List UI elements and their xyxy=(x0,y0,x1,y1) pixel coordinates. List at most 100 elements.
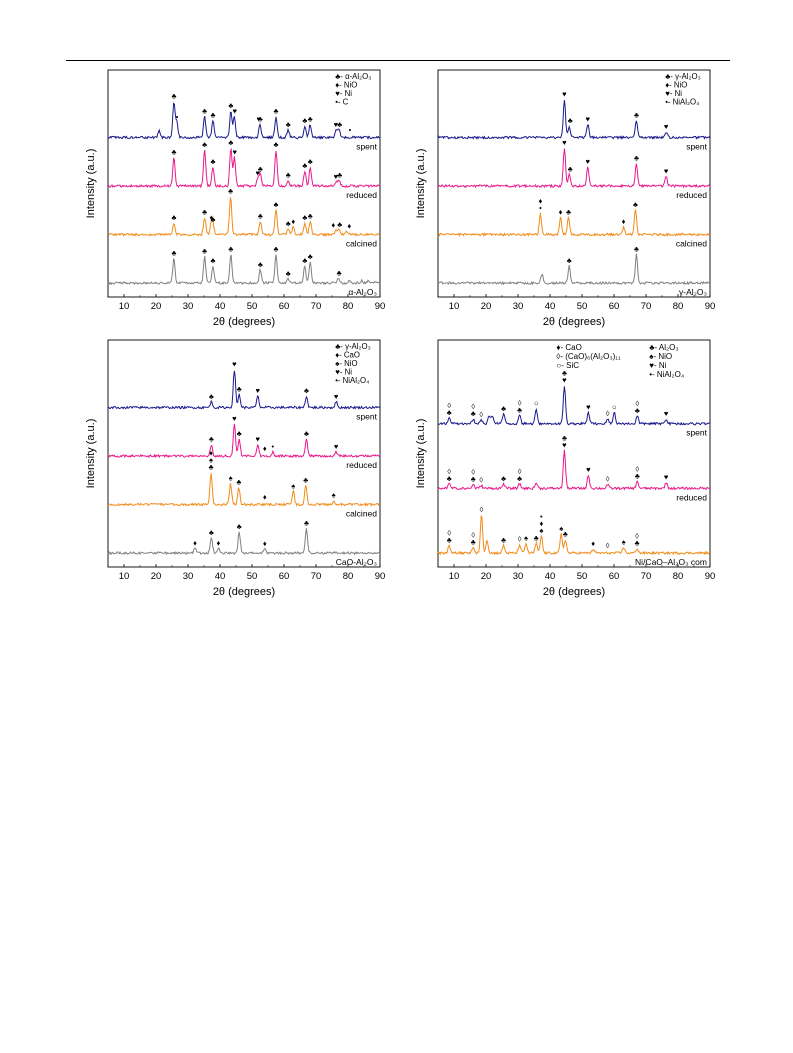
x-tick-label: 50 xyxy=(247,301,258,312)
alumina-marker: ♣ xyxy=(286,120,291,129)
legend-entry-nio: ♦- NiO xyxy=(665,81,687,90)
alumina-marker: ♣ xyxy=(228,245,233,254)
series-label-reduced: reduced xyxy=(346,460,377,470)
ni-marker: ♥ xyxy=(232,414,237,423)
nio-marker: ♠ xyxy=(539,526,543,535)
legend-entry-text: ♦- CaO xyxy=(335,351,360,360)
alumina-marker: ♣ xyxy=(562,433,567,442)
alumina-marker: ♣ xyxy=(209,462,214,471)
ni-marker: ♥ xyxy=(232,107,237,116)
x-axis-label: 2θ (degrees) xyxy=(543,316,605,328)
nio-marker: ♠ xyxy=(291,481,295,490)
alumina-marker: ♣ xyxy=(258,114,263,123)
ni-marker: ♥ xyxy=(562,440,567,449)
legend-entry-cao: ♦- CaO xyxy=(556,343,581,352)
nio-marker: ♠ xyxy=(332,491,336,500)
series-label-spent: spent xyxy=(686,428,707,438)
alumina-marker: ♣ xyxy=(635,406,640,415)
alumina-marker: ♣ xyxy=(258,260,263,269)
legend-entry-text: ♦- NiO xyxy=(665,81,687,90)
alumina-marker: ♣ xyxy=(337,120,342,129)
series-line-reduced xyxy=(107,147,381,189)
legend-entry-nial-o: •- NiAl₂O₄ xyxy=(335,376,369,385)
alumina-marker: ♣ xyxy=(236,477,241,486)
x-tick-label: 70 xyxy=(641,301,652,312)
alumina-marker: ♣ xyxy=(286,269,291,278)
x-tick-label: 50 xyxy=(577,301,588,312)
ni-marker: ♥ xyxy=(586,114,591,123)
alumina-marker: ♣ xyxy=(302,161,307,170)
x-tick-label: 10 xyxy=(119,301,130,312)
alumina-marker: ♣ xyxy=(304,518,309,527)
series-line-reduced xyxy=(107,423,381,459)
alumina-marker: ♣ xyxy=(517,405,522,414)
legend-entry-ni: ♥- Ni xyxy=(335,89,352,98)
cao-marker: ♦ xyxy=(538,197,542,206)
series-line-al-o xyxy=(437,253,710,286)
legend-entry-text: •- NiAl₂O₄ xyxy=(335,376,369,385)
x-tick-label: 40 xyxy=(215,301,226,312)
ni-marker: ♥ xyxy=(586,465,591,474)
alumina-marker: ♣ xyxy=(171,92,176,101)
ni-marker: ♥ xyxy=(256,114,261,123)
alumina-marker: ♣ xyxy=(447,408,452,417)
xrd-chart-bottom-right: 10 20 30 40 50 60 70 80 90 2θ (degrees) Intensity … xyxy=(415,339,716,598)
alumina-marker: ♣ xyxy=(304,386,309,395)
alumina-marker: ♣ xyxy=(471,537,476,546)
plot-frame xyxy=(107,69,381,298)
cao-marker: ♦ xyxy=(263,444,267,453)
legend-entry-text: ♣- α-Al₂O₃ xyxy=(335,72,371,81)
cao-marker: ♦ xyxy=(331,221,335,230)
series-line-spent xyxy=(437,99,711,141)
ni-marker: ♥ xyxy=(562,138,567,147)
alumina-marker: ♣ xyxy=(302,116,307,125)
ni-marker: ♥ xyxy=(334,392,339,401)
x-tick-label: 90 xyxy=(375,571,386,582)
x-tick-label: 20 xyxy=(151,301,162,312)
alumina-marker: ♣ xyxy=(634,110,639,119)
y-axis-label: Intensity (a.u.) xyxy=(415,419,427,489)
series-label-reduced: reduced xyxy=(676,190,707,200)
series-label-calcined: calcined xyxy=(346,239,377,249)
nio-marker: ♠ xyxy=(209,455,213,464)
xrd-panel-top-right: 10 20 30 40 50 60 70 80 90 2θ (degrees) Intensity … xyxy=(400,65,722,340)
legend-entry-ni: ♥- Ni xyxy=(649,361,666,370)
x-tick-label: 90 xyxy=(705,571,716,582)
alumina-marker: ♣ xyxy=(302,256,307,265)
cao-marker: ♦ xyxy=(559,207,563,216)
series-label-reduced: reduced xyxy=(676,492,707,502)
x-tick-label: 10 xyxy=(449,301,460,312)
x-tick-label: 40 xyxy=(545,301,556,312)
series-line-calcined xyxy=(438,209,711,238)
legend-entry-text: ○- SiC xyxy=(556,361,579,370)
alumina-marker: ♣ xyxy=(635,471,640,480)
legend-entry-ni: ♥- Ni xyxy=(665,89,682,98)
x-tick-label: 30 xyxy=(183,571,194,582)
ni-marker: ♥ xyxy=(664,122,669,131)
x-tick-label: 50 xyxy=(577,571,588,582)
series-label-ni-cao-al-o-com: Ni/CaO–Al₂O₃ com xyxy=(635,557,707,567)
x-tick-label: 80 xyxy=(673,301,684,312)
legend-entry-text: ♦- CaO xyxy=(556,343,581,352)
calcium-aluminate-marker: ◊ xyxy=(479,410,483,419)
plot-frame xyxy=(107,339,381,568)
series-line-calcined xyxy=(107,197,381,237)
dot-marker: • xyxy=(176,112,179,121)
y-axis-label: Intensity (a.u.) xyxy=(85,419,97,489)
nio-marker: ♠ xyxy=(229,474,233,483)
series-line-spent xyxy=(107,370,381,410)
x-tick-label: 20 xyxy=(481,301,492,312)
x-tick-label: 90 xyxy=(375,301,386,312)
alumina-marker: ♣ xyxy=(202,247,207,256)
ni-marker: ♥ xyxy=(334,442,339,451)
ni-marker: ♥ xyxy=(256,386,261,395)
series-label-cao-al-o: CaO-Al₂O₃ xyxy=(336,557,377,567)
alumina-marker: ♣ xyxy=(308,211,313,220)
y-axis-label: Intensity (a.u.) xyxy=(415,149,427,219)
alumina-marker: ♣ xyxy=(237,384,242,393)
x-tick-label: 30 xyxy=(183,301,194,312)
dot-marker: • xyxy=(540,512,543,521)
ni-marker: ♥ xyxy=(256,435,261,444)
cao-marker: ♦ xyxy=(291,217,295,226)
alumina-marker: ♣ xyxy=(210,110,215,119)
